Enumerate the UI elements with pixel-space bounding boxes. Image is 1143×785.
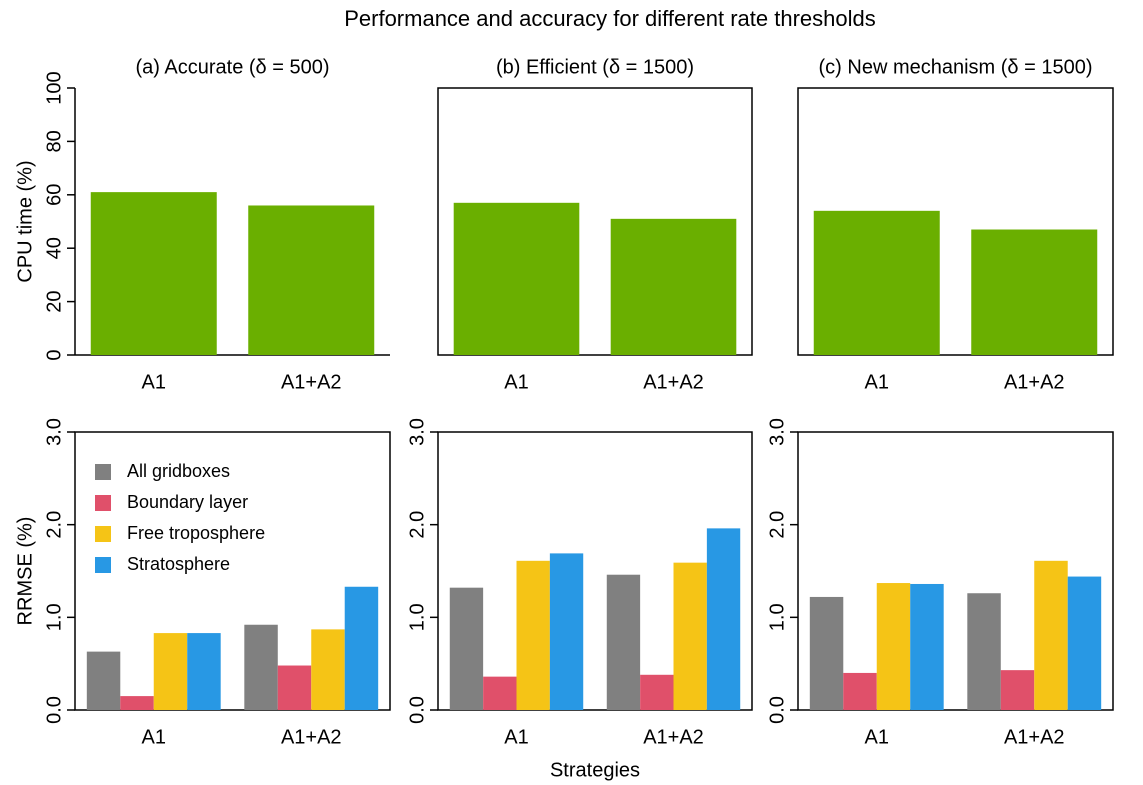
y-tick-label: 1.0 — [43, 603, 65, 631]
x-tick-label: A1 — [142, 726, 166, 748]
bar — [449, 587, 484, 710]
bar — [1034, 560, 1068, 710]
panel-title: (a) Accurate (δ = 500) — [136, 56, 330, 78]
y-tick-label: 3.0 — [766, 418, 788, 446]
bar — [244, 624, 278, 710]
panel-title: (c) New mechanism (δ = 1500) — [819, 56, 1093, 78]
y-tick-label: 2.0 — [406, 511, 428, 539]
plot-frame — [797, 87, 1114, 356]
bar — [549, 553, 584, 710]
bar — [610, 218, 737, 355]
bar — [153, 633, 188, 710]
y-tick-label: 0 — [43, 349, 65, 360]
y-tick-label: 100 — [43, 71, 65, 104]
legend-label: Free troposphere — [127, 523, 265, 543]
bar — [640, 674, 674, 710]
y-tick-label: 2.0 — [43, 511, 65, 539]
y-tick-label: 40 — [43, 237, 65, 259]
bar — [277, 665, 312, 710]
y-tick-label: 3.0 — [43, 418, 65, 446]
y-tick-label: 80 — [43, 130, 65, 152]
plot-frame — [437, 87, 753, 356]
bar — [483, 676, 517, 710]
bar — [120, 696, 154, 710]
bar — [1000, 670, 1035, 710]
x-tick-label: A1+A2 — [281, 726, 342, 748]
bar — [706, 528, 741, 710]
y-tick-label: 0.0 — [43, 696, 65, 724]
y-tick-label: 60 — [43, 184, 65, 206]
bar — [809, 596, 844, 710]
bar — [248, 205, 375, 355]
panel-title: (b) Efficient (δ = 1500) — [496, 56, 694, 78]
bar — [90, 192, 217, 355]
x-tick-label: A1+A2 — [1004, 726, 1065, 748]
y-tick-label: 1.0 — [766, 603, 788, 631]
y-axis-label: CPU time (%) — [14, 160, 36, 282]
legend-label: Boundary layer — [127, 492, 248, 512]
plot-frame — [437, 431, 753, 711]
bar — [1067, 576, 1102, 710]
x-tick-label: A1 — [142, 371, 166, 393]
x-tick-label: A1 — [865, 371, 889, 393]
bar — [876, 583, 911, 710]
legend-label: Stratosphere — [127, 554, 230, 574]
x-tick-label: A1 — [865, 726, 889, 748]
y-tick-label: 0.0 — [406, 696, 428, 724]
x-tick-label: A1+A2 — [281, 371, 342, 393]
bar — [187, 633, 221, 710]
bar — [971, 229, 1098, 355]
figure-title: Performance and accuracy for different r… — [344, 6, 876, 31]
legend-swatch — [95, 464, 111, 480]
x-tick-label: A1 — [504, 726, 528, 748]
legend-swatch — [95, 495, 111, 511]
bar — [843, 672, 877, 710]
bar — [813, 210, 940, 355]
bar — [606, 574, 641, 710]
y-tick-label: 3.0 — [406, 418, 428, 446]
bar — [516, 560, 550, 710]
y-tick-label: 2.0 — [766, 511, 788, 539]
y-tick-label: 0.0 — [766, 696, 788, 724]
bar — [344, 586, 379, 710]
legend-swatch — [95, 557, 111, 573]
legend-swatch — [95, 526, 111, 542]
bar — [311, 629, 345, 710]
bar — [453, 202, 580, 355]
bar — [673, 562, 707, 710]
plot-frame — [74, 431, 391, 711]
x-tick-label: A1+A2 — [643, 371, 704, 393]
y-axis-label: RRMSE (%) — [14, 517, 36, 626]
x-tick-label: A1+A2 — [1004, 371, 1065, 393]
bar — [967, 593, 1001, 710]
bar — [910, 583, 944, 710]
bar — [86, 651, 121, 710]
y-tick-label: 20 — [43, 290, 65, 312]
legend-label: All gridboxes — [127, 461, 230, 481]
x-tick-label: A1+A2 — [643, 726, 704, 748]
x-axis-label: Strategies — [550, 759, 640, 781]
plot-frame — [797, 431, 1114, 711]
y-tick-label: 1.0 — [406, 603, 428, 631]
x-tick-label: A1 — [504, 371, 528, 393]
